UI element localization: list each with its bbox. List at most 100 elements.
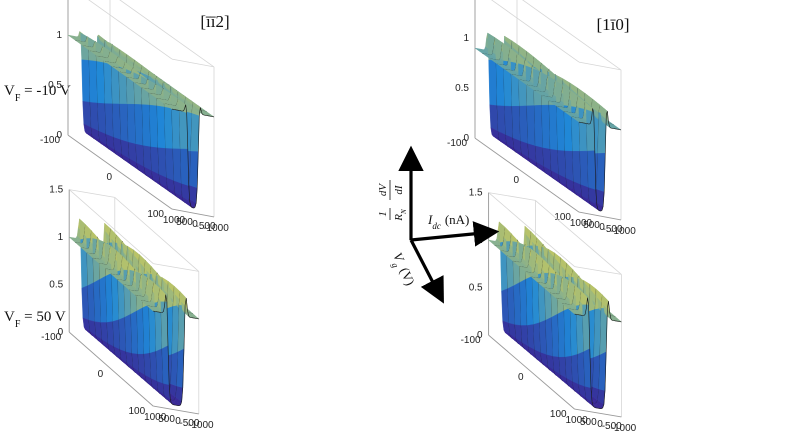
x-axis-line <box>153 405 199 415</box>
surface-patch <box>104 103 114 138</box>
y-tick-label: 100 <box>550 409 567 420</box>
y-tick-label: 100 <box>129 406 146 417</box>
surface-patch <box>82 101 92 129</box>
x-tick-label: -500 <box>179 418 199 429</box>
axis-box <box>474 0 622 221</box>
x-tick-label: -1000 <box>611 423 637 434</box>
x-tick-label: 1000 <box>144 412 167 423</box>
z-tick-label: 0.5 <box>469 283 483 294</box>
y-axis-line <box>474 137 580 213</box>
surface-patch <box>579 150 589 188</box>
diagonal-arrow <box>409 239 444 304</box>
y-axis-line <box>488 334 575 410</box>
z-tick-label: 0 <box>58 327 64 338</box>
y-axis-line <box>67 134 173 210</box>
box-edge <box>68 189 154 264</box>
surface-patch <box>171 108 181 150</box>
svg-text:RN: RN <box>393 209 408 222</box>
z-tick-label: 1 <box>58 232 64 243</box>
vertical-axis-label: 1 RN dV dI <box>377 180 408 222</box>
surface-patch <box>526 105 536 147</box>
surface-patch <box>96 61 106 104</box>
z-tick-label: 0 <box>463 133 469 144</box>
surface-patch <box>587 150 597 191</box>
surface-patch <box>572 151 582 186</box>
svg-text:dV: dV <box>377 183 389 197</box>
box-edge <box>119 0 215 68</box>
x-axis-line <box>171 208 215 218</box>
box-edge <box>491 0 580 63</box>
box-edge <box>114 197 200 272</box>
box-edge <box>488 192 536 201</box>
surface-patch <box>89 102 99 132</box>
surface-patch <box>564 150 574 183</box>
column-header-left: [īī2] <box>200 12 229 31</box>
surface-patch <box>511 105 521 142</box>
x-tick-label: 500 <box>158 414 175 425</box>
box-edge <box>578 61 622 71</box>
y-tick-label: 0 <box>98 369 104 380</box>
box-edge <box>488 192 575 267</box>
surface-patch <box>190 112 200 152</box>
x-tick-label: 1000 <box>570 218 593 229</box>
x-axis-line <box>578 211 622 221</box>
mesh-line <box>574 297 622 409</box>
svg-text:1: 1 <box>377 211 389 217</box>
x-axis-line <box>574 408 622 418</box>
surface <box>67 31 215 209</box>
surface-patch <box>165 148 175 182</box>
x-tick-label: -500 <box>602 421 622 432</box>
box-edge <box>88 0 173 60</box>
surface-patch <box>534 105 543 149</box>
column-header-right: [1ī0] <box>596 15 629 34</box>
surface <box>487 221 623 409</box>
surface-patch <box>97 102 107 135</box>
diagonal-axis-label: Vg(V) <box>387 250 418 289</box>
horizontal-arrow <box>410 221 500 247</box>
surface-patch <box>519 105 529 145</box>
x-tick-label: 500 <box>583 220 600 231</box>
row-label-bottom: VF = 50 V <box>4 309 66 330</box>
z-tick-label: 0.5 <box>49 280 63 291</box>
z-tick-label: 1 <box>56 30 62 41</box>
surface <box>474 32 622 212</box>
row-label-top: VF = -10 V <box>4 83 71 104</box>
surface-patch <box>557 150 567 179</box>
surface-patch <box>548 104 558 151</box>
x-tick-label: -500 <box>602 224 622 235</box>
surface-patch <box>112 103 122 141</box>
x-tick-label: 0 <box>597 419 603 430</box>
x-tick-label: -1000 <box>203 223 229 234</box>
surface-patch <box>180 148 190 187</box>
horizontal-axis-label: Idc (nA) <box>427 212 469 231</box>
surface <box>68 218 200 406</box>
surface-patch <box>179 110 188 150</box>
box-edge <box>522 0 622 71</box>
surface-patch <box>127 103 136 145</box>
surface-patch <box>134 104 144 146</box>
mesh-line <box>171 104 215 209</box>
x-tick-label: -1000 <box>188 420 214 431</box>
surface-patch <box>596 152 606 192</box>
x-tick-label: 500 <box>580 417 597 428</box>
surface-patch <box>489 104 499 132</box>
surface-patch <box>556 104 566 152</box>
x-tick-label: 500 <box>176 217 193 228</box>
x-tick-label: 0 <box>192 219 198 230</box>
z-tick-label: 0.5 <box>48 80 62 91</box>
y-tick-label: -100 <box>40 135 60 146</box>
y-tick-label: -100 <box>41 332 61 343</box>
z-tick-label: 1 <box>463 33 469 44</box>
box-edge <box>153 263 199 272</box>
z-tick-label: 1.5 <box>469 188 483 199</box>
z-tick-label: 0.5 <box>455 83 469 94</box>
surface-patch <box>496 105 506 136</box>
